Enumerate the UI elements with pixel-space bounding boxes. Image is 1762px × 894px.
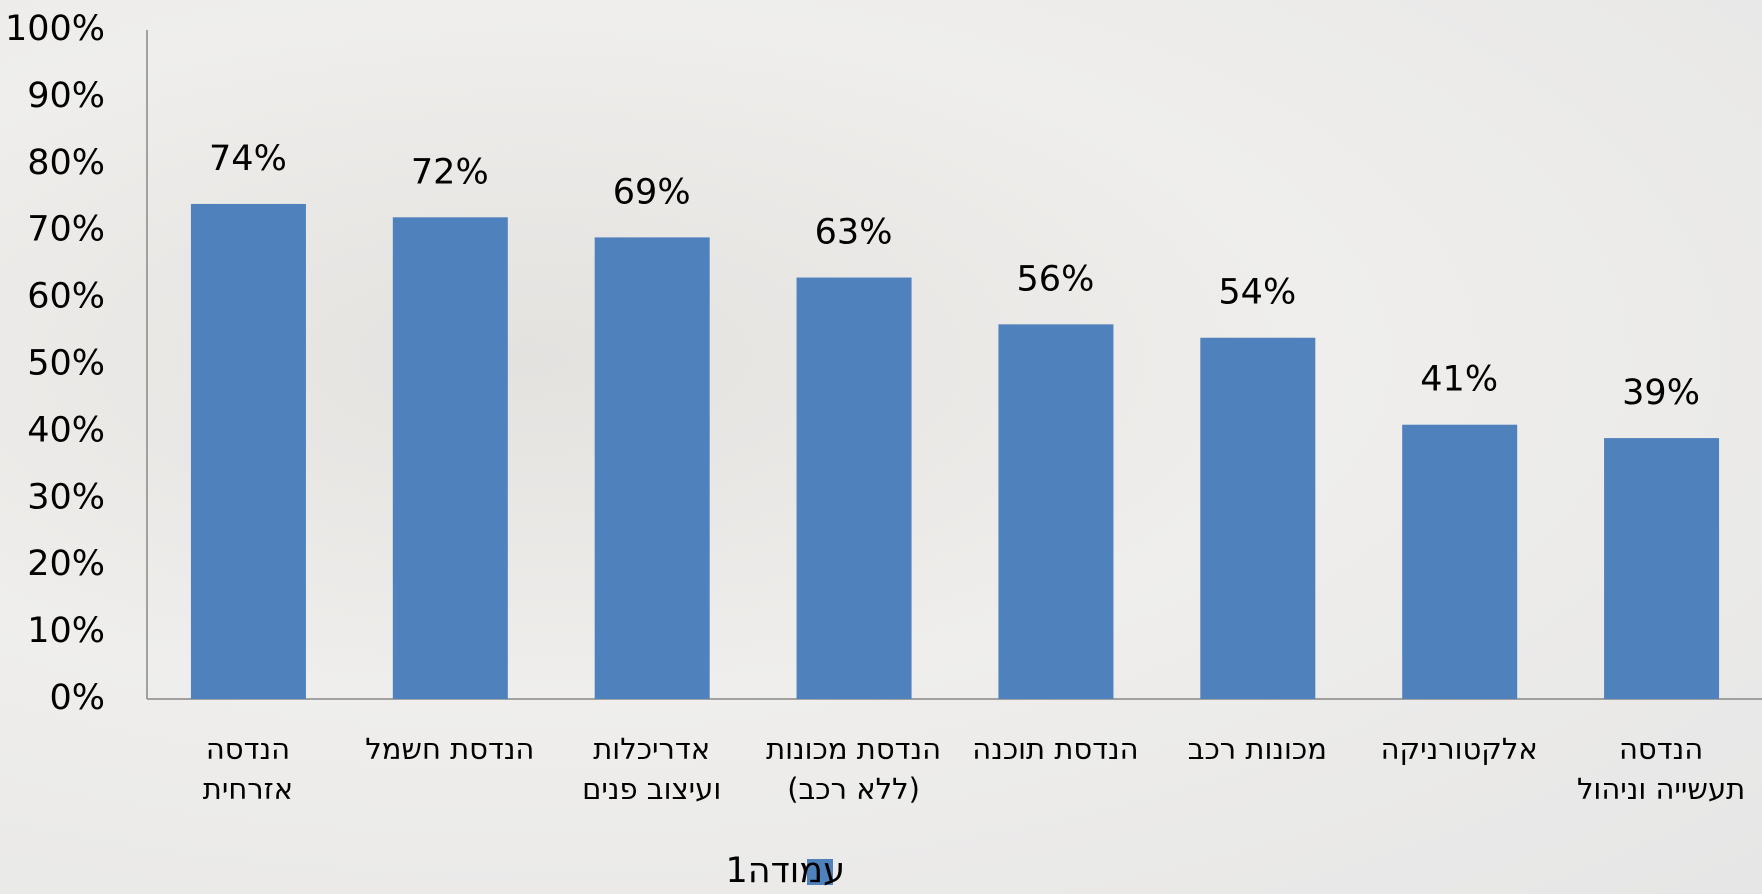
bar xyxy=(998,324,1113,699)
x-tick-label: הנדסת חשמל xyxy=(350,729,550,769)
y-tick-label: 10% xyxy=(27,611,105,651)
y-tick-label: 30% xyxy=(27,477,105,517)
x-tick-label: הנדסה אזרחית xyxy=(148,729,348,809)
data-label: 74% xyxy=(209,139,287,179)
chart-page: 0% 10% 20% 30% 40% 50% 60% 70% 80% 90% 100% 74% 72% 6… xyxy=(0,0,1762,894)
y-tick-label: 80% xyxy=(27,143,105,183)
data-label: 41% xyxy=(1420,360,1498,400)
y-tick-label: 100% xyxy=(5,9,105,49)
bar xyxy=(1200,338,1315,699)
x-tick-label: הנדסה תעשייה וניהול xyxy=(1561,729,1761,809)
bar xyxy=(1604,438,1719,699)
y-tick-label: 90% xyxy=(27,76,105,116)
data-label: 69% xyxy=(613,172,691,212)
y-tick-label: 50% xyxy=(27,344,105,384)
bar xyxy=(1402,425,1517,699)
x-tick-label: אדריכלות ועיצוב פנים xyxy=(552,729,752,809)
bar xyxy=(595,237,710,699)
y-tick-label: 70% xyxy=(27,210,105,250)
x-tick-label: מכונות רכב xyxy=(1157,729,1357,769)
y-tick-label: 60% xyxy=(27,277,105,317)
data-label: 54% xyxy=(1218,273,1296,313)
y-tick-label: 40% xyxy=(27,410,105,450)
x-tick-label: אלקטורניקה xyxy=(1359,729,1559,769)
y-tick-label: 20% xyxy=(27,544,105,584)
legend-label: עמודה1 xyxy=(726,851,845,891)
y-tick-label: 0% xyxy=(49,678,105,718)
bar xyxy=(797,278,912,699)
x-tick-label: הנדסת מכונות (ללא רכב) xyxy=(754,729,954,809)
data-label: 39% xyxy=(1622,373,1700,413)
data-label: 63% xyxy=(815,213,893,253)
data-label: 72% xyxy=(411,152,489,192)
bar xyxy=(393,217,508,699)
bar xyxy=(191,204,306,699)
data-label: 56% xyxy=(1017,259,1095,299)
x-tick-label: הנדסת תוכנה xyxy=(955,729,1155,769)
